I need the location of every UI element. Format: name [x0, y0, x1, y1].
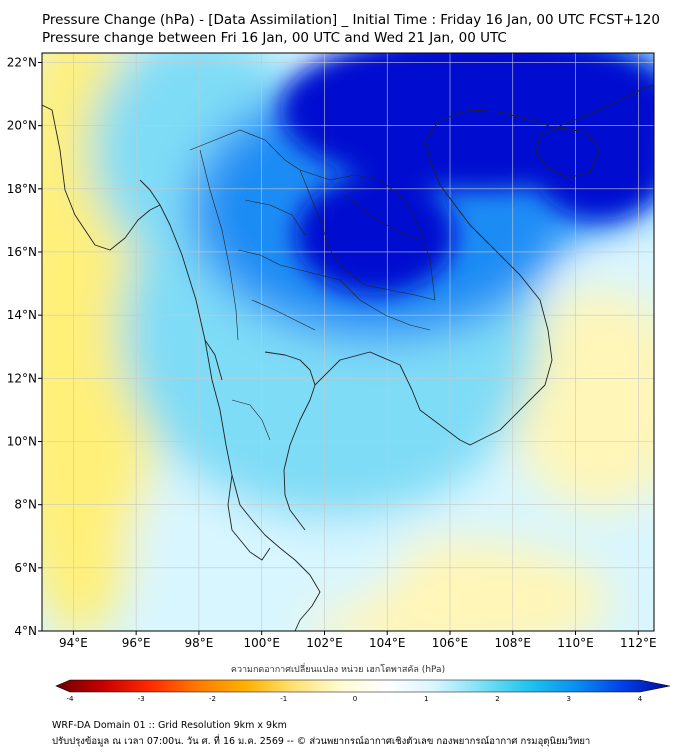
border-myanmar-thailand: [199, 149, 239, 341]
lat-tick-label: 4°N: [14, 624, 37, 638]
colorbar-tick-label: -4: [67, 695, 75, 703]
border-provinces-c: [344, 194, 421, 241]
colorbar: -4 -3 -2 -1 0 1 2 3 4: [55, 679, 671, 703]
coastlines: [42, 84, 654, 631]
border-central: [237, 249, 341, 281]
latitude-axis: 22°N 20°N 18°N 16°N 14°N 12°N 10°N 8°N 6°N 4°N: [7, 55, 42, 638]
graticule: [42, 53, 654, 631]
border-laos: [299, 169, 436, 301]
field-deepblue-core: [295, 175, 455, 295]
colorbar-tick-label: -1: [280, 695, 287, 703]
colorbar-tick-label: 4: [638, 695, 643, 703]
lon-tick-label: 112°E: [620, 636, 657, 650]
coast-bay-bangkok: [204, 339, 223, 381]
colorbar-ticks: -4 -3 -2 -1 0 1 2 3 4: [67, 695, 643, 703]
coast-cambodia: [314, 351, 471, 446]
border-northern: [189, 129, 436, 301]
colorbar-tick-label: 2: [495, 695, 499, 703]
lon-tick-label: 96°E: [122, 636, 151, 650]
lat-tick-label: 18°N: [7, 182, 37, 196]
lat-tick-label: 10°N: [7, 434, 37, 448]
lon-tick-label: 102°E: [306, 636, 343, 650]
map-subtitle: Pressure change between Fri 16 Jan, 00 U…: [42, 30, 507, 46]
lon-tick-label: 94°E: [59, 636, 88, 650]
admin-borders: [189, 129, 436, 441]
coast-gulf-thailand-west: [264, 351, 316, 531]
lat-tick-label: 16°N: [7, 245, 37, 259]
lat-tick-label: 6°N: [14, 561, 37, 575]
border-south: [231, 399, 271, 441]
colorbar-tick-label: -2: [209, 695, 216, 703]
coast-vietnam: [424, 109, 553, 446]
colorbar-tick-label: 0: [353, 695, 357, 703]
colorbar-label: ความกดอากาศเปลี่ยนแปลง หน่วย เฮกโตพาสคัล…: [230, 665, 446, 675]
field-yellow-east: [510, 290, 654, 510]
lon-tick-label: 104°E: [369, 636, 406, 650]
coast-malay-west: [227, 474, 271, 561]
field-yellow-southwest: [42, 420, 130, 560]
lat-tick-label: 22°N: [7, 55, 37, 69]
lon-tick-label: 110°E: [557, 636, 594, 650]
map-title: Pressure Change (hPa) - [Data Assimilati…: [42, 12, 660, 28]
lon-tick-label: 108°E: [495, 636, 532, 650]
coast-myanmar-delta: [139, 179, 161, 206]
field-deepblue-east: [530, 100, 654, 220]
lon-tick-label: 100°E: [243, 636, 280, 650]
lat-tick-label: 20°N: [7, 119, 37, 133]
colorbar-tick-label: 3: [567, 695, 571, 703]
lat-tick-label: 8°N: [14, 498, 37, 512]
border-provinces-b: [244, 199, 306, 236]
border-provinces-a: [251, 299, 316, 331]
colorbar-tick-label: 1: [424, 695, 428, 703]
coast-china-south: [469, 84, 654, 129]
lon-tick-label: 98°E: [184, 636, 213, 650]
colorbar-tick-label: -3: [138, 695, 145, 703]
longitude-axis: 94°E 96°E 98°E 100°E 102°E 104°E 106°E 108°E 110…: [59, 631, 657, 650]
colorbar-ramp: [55, 679, 671, 693]
pressure-field: [42, 53, 654, 631]
lon-tick-label: 106°E: [432, 636, 469, 650]
footer-credit: ปรับปรุงข้อมูล ณ เวลา 07:00น. วัน ศ. ที่…: [52, 736, 591, 747]
footer-model-info: WRF-DA Domain 01 :: Grid Resolution 9km …: [52, 720, 287, 731]
border-cambodia-north: [339, 279, 431, 331]
plot-frame: [41, 52, 655, 632]
lat-tick-label: 12°N: [7, 371, 37, 385]
lat-tick-label: 14°N: [7, 308, 37, 322]
coast-hainan: [535, 127, 601, 179]
